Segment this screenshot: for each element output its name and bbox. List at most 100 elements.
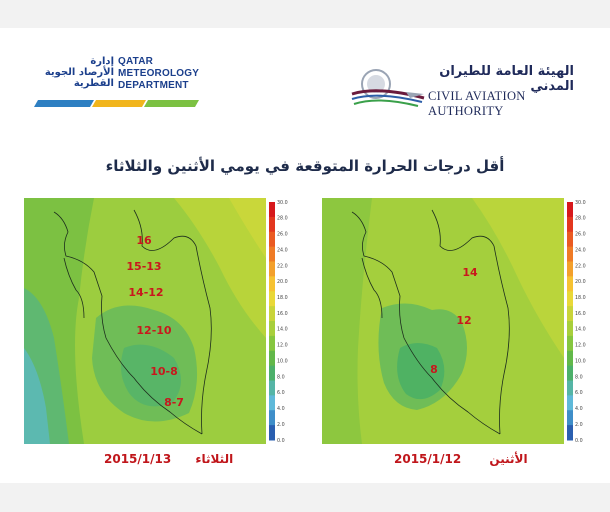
qmd-english-line: METEOROLOGY <box>118 68 200 79</box>
map-day: الثلاثاء <box>195 452 234 466</box>
colorbar-segment <box>567 202 573 218</box>
colorbar-segment <box>567 395 573 411</box>
colorbar-segment <box>269 350 275 367</box>
coldest-zone-west <box>24 348 50 444</box>
cooler-zone-qatar <box>397 343 445 400</box>
colorbar: 30.0 28.0 26.0 24.0 22.0 20.0 18.0 16.0 14.0 12.0… <box>269 200 288 444</box>
cool-zone-west <box>322 198 372 444</box>
colorbar-tick-label: 12.0 <box>277 343 288 349</box>
temperature-label: 12-10 <box>136 324 172 337</box>
colorbar-segment <box>269 380 275 396</box>
map-monday: 30.0 28.0 26.0 24.0 22.0 20.0 18.0 16.0 14.0 12.0… <box>322 198 586 466</box>
colorbar-tick-label: 0.0 <box>277 438 285 444</box>
colorbar-segment <box>567 291 573 307</box>
colorbar-segment <box>567 410 573 426</box>
colorbar-tick-label: 28.0 <box>277 216 288 222</box>
colorbar-tick-label: 10.0 <box>575 358 586 364</box>
temperature-label: 12 <box>456 314 471 327</box>
colorbar-segment <box>567 321 573 337</box>
colorbar-tick-label: 4.0 <box>277 406 285 412</box>
qmd-stripes-icon <box>34 100 199 107</box>
colorbar-tick-label: 24.0 <box>575 247 586 253</box>
temperature-label: 14 <box>462 266 478 279</box>
map-tuesday: 30.0 28.0 26.0 24.0 22.0 20.0 18.0 16.0 14.0 12.0… <box>24 198 288 466</box>
qmd-arabic-line: القطرية <box>73 78 114 89</box>
colorbar-segment <box>269 306 275 322</box>
colorbar-tick-label: 24.0 <box>277 247 288 253</box>
caa-english-name: CIVIL AVIATION AUTHORITY <box>428 89 526 118</box>
colorbar-tick-label: 30.0 <box>575 200 586 206</box>
colorbar-tick-label: 14.0 <box>277 327 288 333</box>
colorbar-segment <box>269 321 275 337</box>
colorbar-tick-label: 22.0 <box>277 263 288 269</box>
colorbar-segment <box>269 246 275 262</box>
colorbar-tick-label: 16.0 <box>277 311 288 317</box>
colorbar-segment <box>567 216 573 233</box>
colorbar-segment <box>567 350 573 367</box>
page-title: أقل درجات الحرارة المتوقعة في يومي الأثن… <box>105 157 505 175</box>
colorbar-segment <box>269 261 275 277</box>
coastline <box>53 209 212 435</box>
map-date: 2015/1/12 <box>394 452 462 466</box>
warm-zone <box>472 198 564 358</box>
colorbar-tick-label: 16.0 <box>575 311 586 317</box>
colorbar-segment <box>269 365 275 381</box>
qmd-arabic-line: الأرصاد الجوية <box>44 67 114 78</box>
colorbar-segment <box>269 231 275 248</box>
temperature-label: 8-7 <box>164 396 184 409</box>
colorbar-segment <box>269 425 275 441</box>
colorbar-segment <box>567 365 573 381</box>
temperature-map-monday: 30.0 28.0 26.0 24.0 22.0 20.0 18.0 16.0 14.0 12.0… <box>322 198 586 444</box>
colorbar-tick-label: 8.0 <box>277 374 285 380</box>
colorbar-tick-label: 0.0 <box>575 438 583 444</box>
colorbar-tick-label: 22.0 <box>575 263 586 269</box>
colorbar-tick-label: 10.0 <box>277 358 288 364</box>
qmd-arabic-line: إدارة <box>90 56 114 67</box>
colorbar-tick-label: 18.0 <box>575 295 586 301</box>
qmd-english-name: QATAR METEOROLOGY DEPARTMENT <box>118 56 199 92</box>
coastline <box>351 209 510 435</box>
colorbar-tick-label: 30.0 <box>277 200 288 206</box>
qmd-english-line: QATAR <box>118 56 154 67</box>
colorbar-tick-label: 2.0 <box>575 422 583 428</box>
colorbar-segment <box>567 261 573 277</box>
map-day: الأثنين <box>489 452 528 466</box>
temperature-label: 16 <box>136 234 152 247</box>
caa-emblem-icon <box>351 69 425 107</box>
colorbar-tick-label: 8.0 <box>575 374 583 380</box>
temperature-label: 8 <box>430 363 438 376</box>
colorbar-tick-label: 6.0 <box>575 390 583 396</box>
colorbar-segment <box>567 380 573 396</box>
colorbar-segment <box>567 425 573 441</box>
colorbar-segment <box>269 291 275 307</box>
colorbar-segment <box>269 395 275 411</box>
temperature-map-tuesday: 30.0 28.0 26.0 24.0 22.0 20.0 18.0 16.0 14.0 12.0… <box>24 198 288 444</box>
colorbar-tick-label: 20.0 <box>277 279 288 285</box>
map-date: 2015/1/13 <box>104 452 172 466</box>
colorbar-segment <box>567 276 573 292</box>
colorbar-segment <box>269 410 275 426</box>
colorbar-tick-label: 2.0 <box>277 422 285 428</box>
map-caption: 2015/1/13 الثلاثاء <box>104 452 233 466</box>
map-caption: 2015/1/12 الأثنين <box>394 452 528 466</box>
warm-zone <box>174 198 266 338</box>
temperature-label: 14-12 <box>128 286 163 299</box>
qmd-english-line: DEPARTMENT <box>118 80 189 91</box>
colorbar-segment <box>567 246 573 262</box>
colorbar-tick-label: 28.0 <box>575 216 586 222</box>
caa-arabic-name: الهيئة العامة للطيران المدني <box>439 64 574 94</box>
temperature-label: 10-8 <box>150 365 178 378</box>
colorbar-tick-label: 18.0 <box>277 295 288 301</box>
warm-zone-core <box>229 198 266 258</box>
colorbar-segment <box>567 231 573 248</box>
colorbar-tick-label: 6.0 <box>277 390 285 396</box>
colorbar-segment <box>567 335 573 352</box>
qmd-arabic-name: إدارة الأرصاد الجوية القطرية <box>34 56 114 89</box>
colorbar-segment <box>269 335 275 352</box>
caa-logo: الهيئة العامة للطيران المدني CIVIL AVIAT… <box>348 64 583 118</box>
temperature-label: 15-13 <box>126 260 161 273</box>
qmd-logo: إدارة الأرصاد الجوية القطرية QATAR METEO… <box>34 56 204 108</box>
colorbar-segment <box>269 276 275 292</box>
colorbar: 30.0 28.0 26.0 24.0 22.0 20.0 18.0 16.0 14.0 12.0… <box>567 200 586 444</box>
colorbar-tick-label: 26.0 <box>575 232 586 238</box>
